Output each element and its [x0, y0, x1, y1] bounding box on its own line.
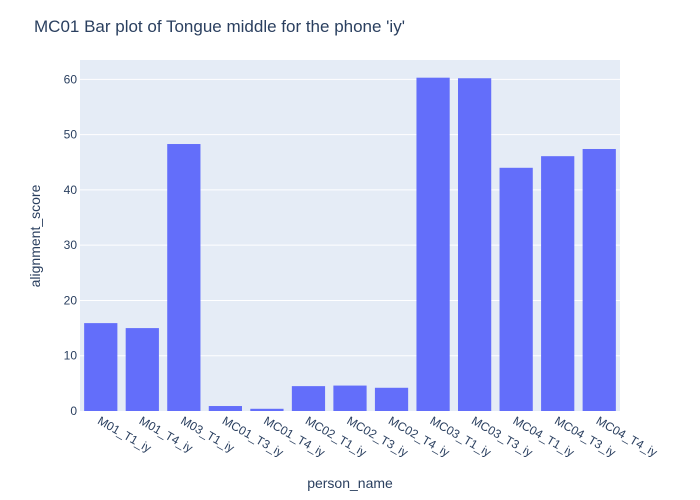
- y-tick-label: 30: [64, 238, 78, 252]
- bar-M01_T4_iy: [125, 328, 159, 411]
- plot-background: [80, 60, 620, 411]
- bar-MC03_T1_iy: [416, 77, 450, 411]
- x-axis-title: person_name: [307, 475, 393, 491]
- bar-MC02_T1_iy: [291, 386, 326, 411]
- y-tick-label: 0: [70, 404, 77, 418]
- bar-MC01_T3_iy: [208, 406, 242, 411]
- y-tick-label: 10: [64, 349, 78, 363]
- bar-MC04_T3_iy: [541, 156, 575, 411]
- y-tick-label: 60: [64, 72, 78, 86]
- bar-M03_T1_iy: [167, 144, 201, 411]
- bar-MC02_T4_iy: [374, 387, 409, 411]
- y-tick-label: 50: [64, 128, 78, 142]
- bar-MC04_T1_iy: [499, 167, 533, 411]
- bar-MC03_T3_iy: [458, 78, 492, 412]
- bar-M01_T1_iy: [84, 323, 118, 411]
- y-tick-label: 40: [64, 183, 78, 197]
- bar-MC02_T3_iy: [333, 385, 367, 411]
- x-tick-labels: M01_T1_iyM01_T4_iyM03_T1_iyMC01_T3_iyMC0…: [95, 413, 659, 459]
- bar-MC01_T4_iy: [250, 408, 284, 411]
- chart-title: MC01 Bar plot of Tongue middle for the p…: [34, 17, 405, 36]
- y-axis-title: alignment_score: [27, 184, 43, 287]
- y-tick-label: 20: [64, 293, 78, 307]
- y-tick-labels: 0 10 20 30 40 50 60: [64, 72, 78, 418]
- bar-MC04_T4_iy: [582, 148, 616, 412]
- bars: [84, 77, 616, 412]
